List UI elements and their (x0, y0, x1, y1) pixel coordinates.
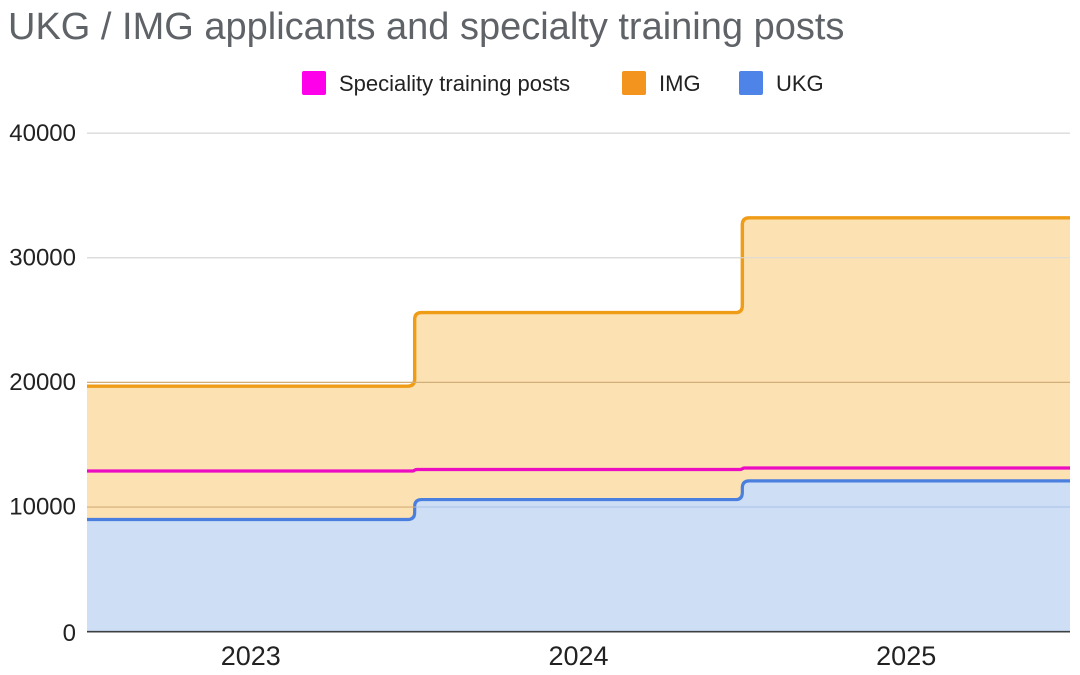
svg-text:10000: 10000 (9, 494, 76, 521)
svg-text:40000: 40000 (9, 120, 76, 147)
svg-text:2024: 2024 (548, 641, 608, 671)
svg-text:2025: 2025 (876, 641, 936, 671)
svg-text:2023: 2023 (221, 641, 281, 671)
svg-text:0: 0 (63, 620, 76, 647)
svg-text:30000: 30000 (9, 245, 76, 272)
svg-text:20000: 20000 (9, 369, 76, 396)
